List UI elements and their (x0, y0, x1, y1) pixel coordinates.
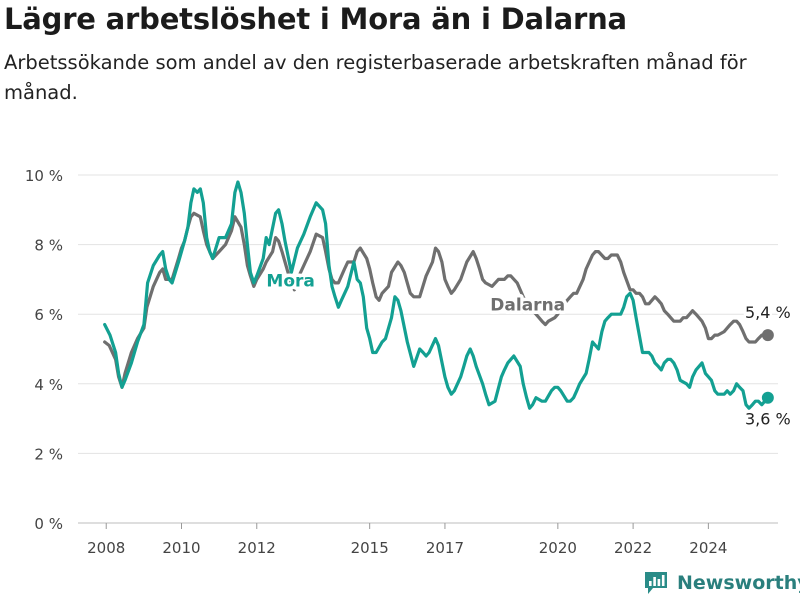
newsworthy-logo: Newsworthy (644, 568, 800, 598)
chart-title: Lägre arbetslöshet i Mora än i Dalarna (4, 2, 627, 36)
chart-subtitle: Arbetssökande som andel av den registerb… (4, 51, 747, 104)
end-label-mora: 3,6 % (745, 410, 791, 429)
series-line-mora (103, 180, 770, 410)
x-tick-label: 2010 (162, 539, 200, 557)
series-label-dalarna: Dalarna (490, 296, 565, 316)
x-tick-label: 2017 (426, 539, 464, 557)
y-tick-label: 0 % (34, 515, 63, 533)
x-tick-label: 2020 (539, 539, 577, 557)
bar-chart-icon (645, 572, 667, 594)
x-tick-label: 2024 (689, 539, 727, 557)
series-line-dalarna (103, 211, 770, 389)
y-tick-label: 6 % (34, 306, 63, 324)
y-tick-label: 2 % (34, 445, 63, 463)
end-point-mora (761, 391, 774, 404)
end-label-dalarna: 5,4 % (745, 303, 791, 322)
y-tick-label: 8 % (34, 237, 63, 255)
x-tick-label: 2022 (614, 539, 652, 557)
series-label-mora: Mora (266, 271, 314, 291)
y-tick-label: 4 % (34, 376, 63, 394)
x-tick-label: 2015 (351, 539, 389, 557)
x-tick-label: 2012 (238, 539, 276, 557)
y-tick-label: 10 % (25, 167, 63, 185)
brand-name: Newsworthy (677, 572, 800, 594)
x-tick-label: 2008 (87, 539, 125, 557)
end-point-dalarna (761, 329, 774, 342)
